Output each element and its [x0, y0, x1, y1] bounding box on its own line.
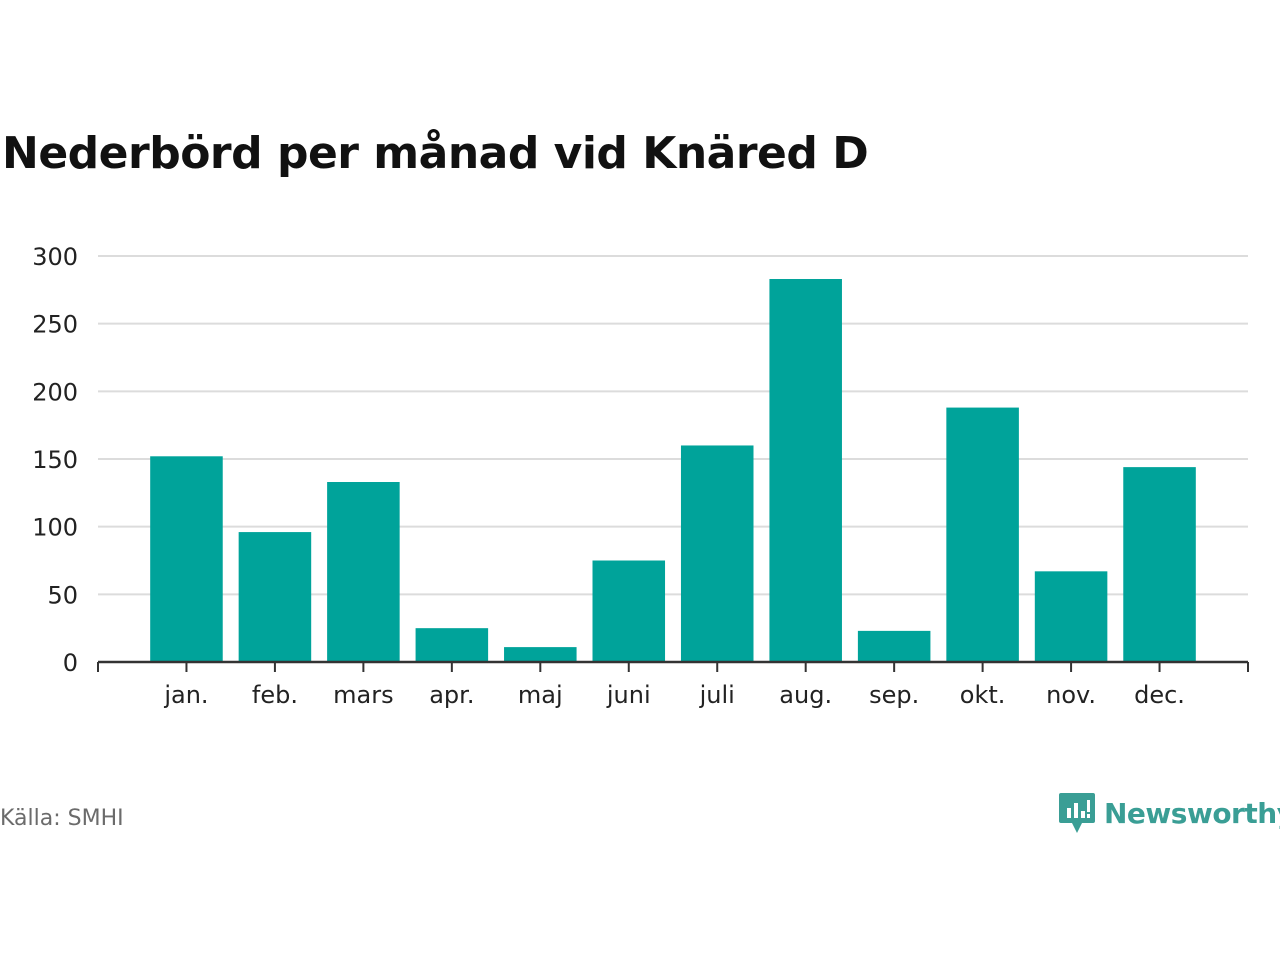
bar[interactable]	[680, 445, 754, 662]
y-tick-label: 300	[32, 243, 78, 271]
x-tick-label: mars	[333, 681, 393, 709]
x-tick-label: feb.	[252, 681, 298, 709]
y-tick-label: 100	[32, 514, 78, 542]
bar[interactable]	[946, 407, 1019, 662]
x-tick-label: dec.	[1134, 681, 1185, 709]
x-tick-label: apr.	[429, 681, 474, 709]
x-tick-label: okt.	[960, 681, 1006, 709]
bars	[150, 279, 1196, 662]
source-note: Källa: SMHI	[0, 806, 124, 831]
bar[interactable]	[592, 560, 666, 663]
brand-name: Newsworthy	[1104, 796, 1280, 830]
bar[interactable]	[327, 482, 400, 662]
x-tick-label: sep.	[869, 681, 919, 709]
brand-logo[interactable]: Newsworthy	[1058, 790, 1280, 836]
bar[interactable]	[857, 630, 931, 662]
y-axis-tick-labels: 0 50 100 150 200 250 300	[32, 243, 78, 677]
x-tick-label: jan.	[163, 681, 208, 709]
bar[interactable]	[769, 279, 842, 662]
y-tick-label: 250	[32, 311, 78, 339]
bar[interactable]	[415, 628, 489, 662]
bar[interactable]	[504, 647, 577, 662]
bar[interactable]	[1034, 571, 1108, 662]
x-tick-label: juni	[606, 681, 651, 709]
y-tick-label: 200	[32, 378, 78, 406]
newsworthy-logo-icon	[1059, 793, 1095, 833]
x-tick-label: nov.	[1046, 681, 1096, 709]
x-axis-tick-labels: jan. feb. mars apr. maj juni juli aug. sep. okt. n…	[163, 681, 1185, 709]
bar[interactable]	[238, 532, 312, 662]
x-tick-label: juli	[699, 681, 735, 709]
chart-title: Nederbörd per månad vid Knäred D	[2, 128, 869, 179]
y-tick-label: 50	[47, 581, 78, 609]
y-tick-label: 0	[63, 649, 78, 677]
bar[interactable]	[1123, 467, 1196, 662]
x-tick-label: aug.	[779, 681, 832, 709]
bar[interactable]	[150, 456, 223, 662]
x-axis	[97, 660, 1249, 672]
y-tick-label: 150	[32, 446, 78, 474]
x-tick-label: maj	[518, 681, 563, 709]
